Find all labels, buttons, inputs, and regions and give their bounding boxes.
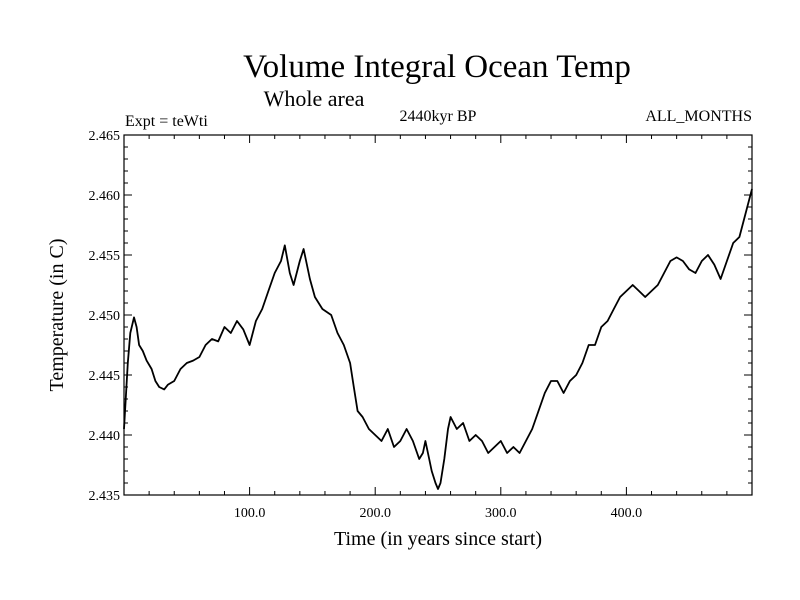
series-line [123,188,753,490]
y-tick-label: 2.445 [89,369,121,384]
months-label: ALL_MONTHS [645,108,752,125]
y-tick-label: 2.435 [89,489,121,504]
plot-frame [123,134,753,496]
experiment-label: Expt = teWti [125,113,208,130]
y-tick-label: 2.440 [89,429,121,444]
y-tick-label: 2.465 [89,129,121,144]
y-tick-label: 2.460 [89,189,121,204]
period-label: 2440kyr BP [400,108,477,125]
chart-subtitle: Whole area [264,86,365,111]
x-tick-label: 200.0 [359,506,391,521]
chart-title: Volume Integral Ocean Temp [243,49,631,85]
x-tick-label: 400.0 [611,506,643,521]
y-tick-label: 2.450 [89,309,121,324]
x-tick-label: 300.0 [485,506,517,521]
x-axis-label: Time (in years since start) [334,528,542,550]
tick-layer: 2.435 2.440 2.445 2.450 2.455 2.460 2.465 100.0… [89,129,752,521]
y-tick-label: 2.455 [89,249,121,264]
x-tick-label: 100.0 [234,506,266,521]
series-layer [123,188,753,490]
y-axis-label: Temperature (in C) [46,239,68,392]
